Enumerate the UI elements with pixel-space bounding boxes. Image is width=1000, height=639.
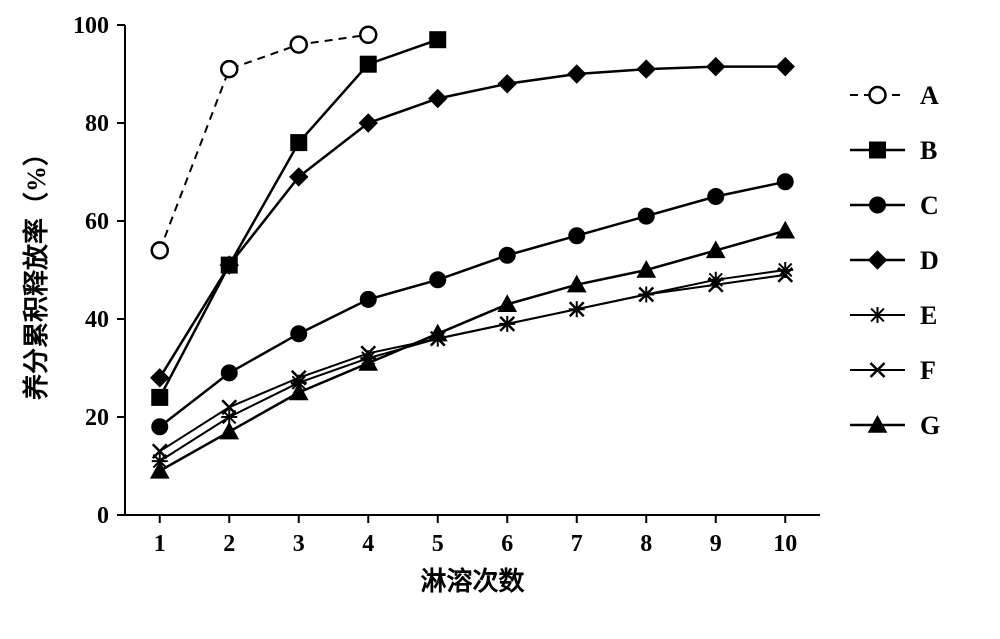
legend-item-A: A — [850, 81, 939, 110]
x-tick-label: 7 — [571, 531, 583, 557]
legend-label: C — [920, 191, 939, 220]
x-tick-label: 6 — [501, 531, 513, 557]
x-tick-label: 9 — [710, 531, 722, 557]
x-tick-label: 4 — [362, 531, 374, 557]
x-tick-label: 10 — [773, 531, 797, 557]
legend-label: A — [920, 81, 939, 110]
series-E — [152, 262, 794, 469]
series-G — [151, 222, 795, 478]
legend-item-E: E — [850, 301, 937, 330]
y-tick-label: 100 — [73, 13, 109, 39]
x-axis-title: 淋溶次数 — [420, 566, 525, 596]
x-tick-label: 8 — [640, 531, 652, 557]
x-tick-label: 5 — [432, 531, 444, 557]
y-axis-title: 养分累积释放率（%） — [21, 140, 51, 401]
y-tick-label: 20 — [85, 405, 109, 431]
legend-item-G: G — [850, 411, 940, 440]
series-D — [151, 58, 795, 387]
series-line-C — [160, 182, 786, 427]
y-tick-label: 0 — [97, 503, 109, 529]
series-line-A — [160, 35, 369, 251]
legend-item-D: D — [850, 246, 939, 275]
legend-label: D — [920, 246, 939, 275]
series-line-F — [160, 275, 786, 451]
x-tick-label: 3 — [293, 531, 305, 557]
legend-item-B: B — [850, 136, 937, 165]
legend-label: E — [920, 301, 937, 330]
chart-container: 12345678910020406080100淋溶次数养分累积释放率（%）ABC… — [0, 0, 1000, 639]
line-chart: 12345678910020406080100淋溶次数养分累积释放率（%）ABC… — [0, 0, 1000, 639]
legend-item-C: C — [850, 191, 939, 220]
series-C — [152, 174, 794, 435]
legend-label: F — [920, 356, 936, 385]
x-tick-label: 2 — [223, 531, 235, 557]
legend-label: B — [920, 136, 937, 165]
legend-label: G — [920, 411, 940, 440]
y-tick-label: 60 — [85, 209, 109, 235]
series-line-E — [160, 270, 786, 461]
y-tick-label: 40 — [85, 307, 109, 333]
y-tick-label: 80 — [85, 111, 109, 137]
x-tick-label: 1 — [154, 531, 166, 557]
series-line-B — [160, 40, 438, 398]
legend-item-F: F — [850, 356, 936, 385]
